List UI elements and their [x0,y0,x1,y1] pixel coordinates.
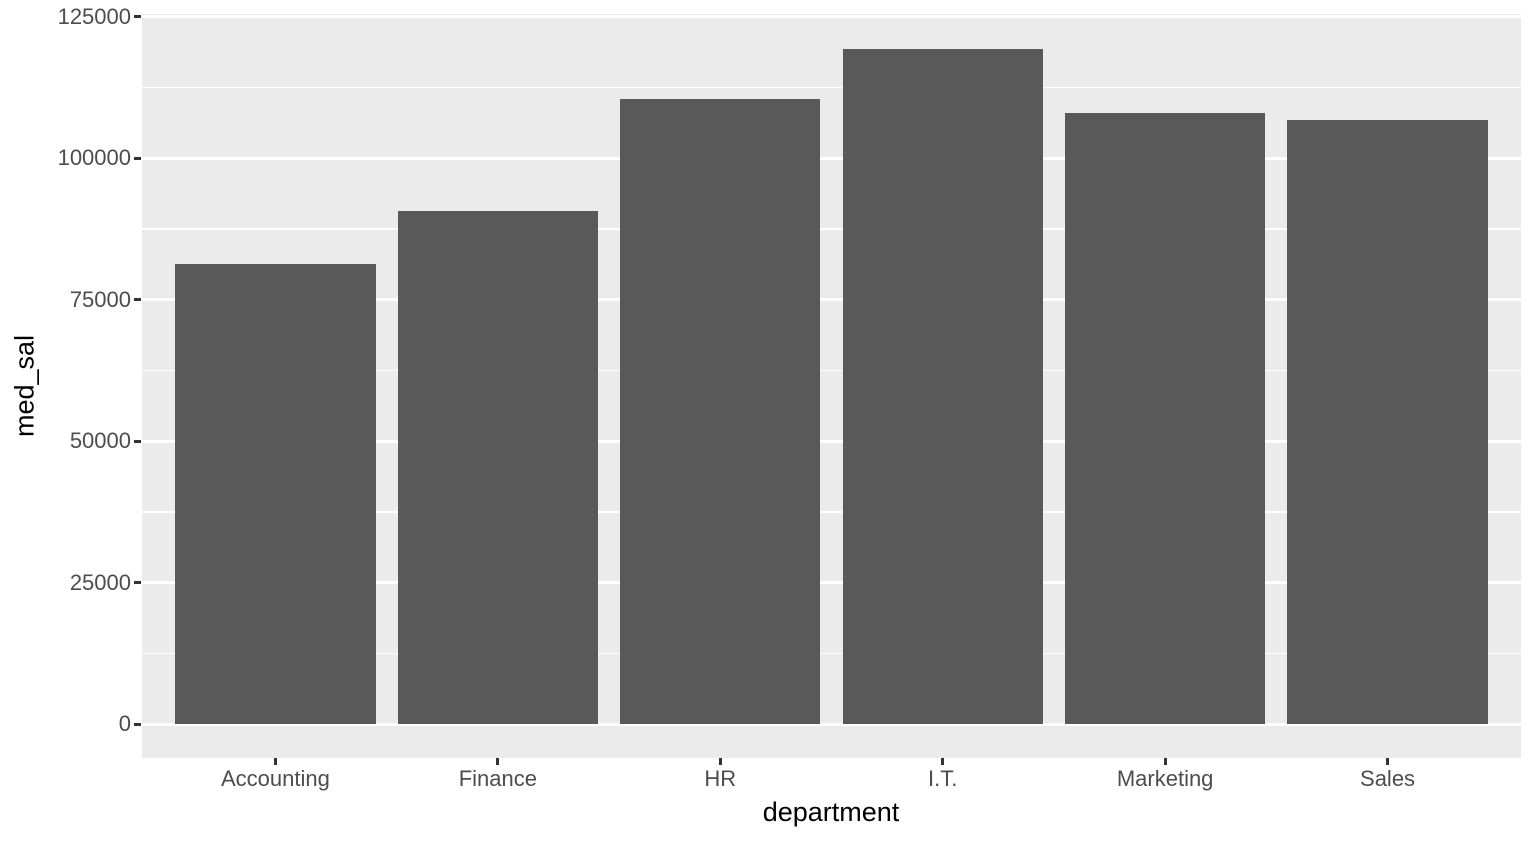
x-tick-label: Sales [1360,766,1416,791]
grid-major-line [142,15,1521,19]
grid-major-line [142,439,1521,443]
x-axis-title: department [762,797,900,827]
x-tick-label: Finance [458,766,537,791]
x-tick-mark [496,758,500,765]
x-tick-label: HR [704,766,737,791]
x-tick-mark [1386,758,1390,765]
x-tick-label: I.T. [928,766,958,791]
y-tick-mark [134,439,141,443]
grid-minor-line [142,228,1521,230]
x-tick-mark [1163,758,1167,765]
grid-minor-line [142,369,1521,372]
grid-minor-line [142,86,1521,89]
grid-major-line [142,581,1521,585]
grid-major-line [142,156,1521,160]
plot-panel [142,14,1521,758]
x-tick-label: Accounting [221,766,330,791]
bar [620,99,821,725]
y-axis-title: med_sal [9,334,40,438]
bar [1287,119,1488,725]
grid-major-line [142,298,1521,302]
y-tick-label: 100000 [57,145,131,171]
y-tick-label: 75000 [69,286,131,312]
x-tick-label: Marketing [1116,766,1214,791]
y-axis: 0 25000 50000 75000 100000 125000 [0,0,131,844]
bar [842,48,1043,725]
y-tick-label: 25000 [69,569,131,595]
grid-minor-line [142,511,1521,513]
y-tick-mark [134,156,141,160]
y-tick-mark [134,298,141,302]
bar [397,211,598,725]
x-tick-mark [273,758,277,765]
y-tick-mark [134,722,141,726]
y-tick-label: 50000 [69,428,131,454]
x-tick-mark [941,758,945,765]
y-tick-label: 0 [118,711,131,737]
bar [1065,113,1266,725]
y-tick-mark [134,581,141,585]
y-tick-mark [134,15,141,19]
grid-major-line [142,722,1521,726]
bar [175,264,376,725]
x-tick-mark [718,758,722,765]
y-tick-label: 125000 [57,3,131,29]
grid-minor-line [142,652,1521,655]
